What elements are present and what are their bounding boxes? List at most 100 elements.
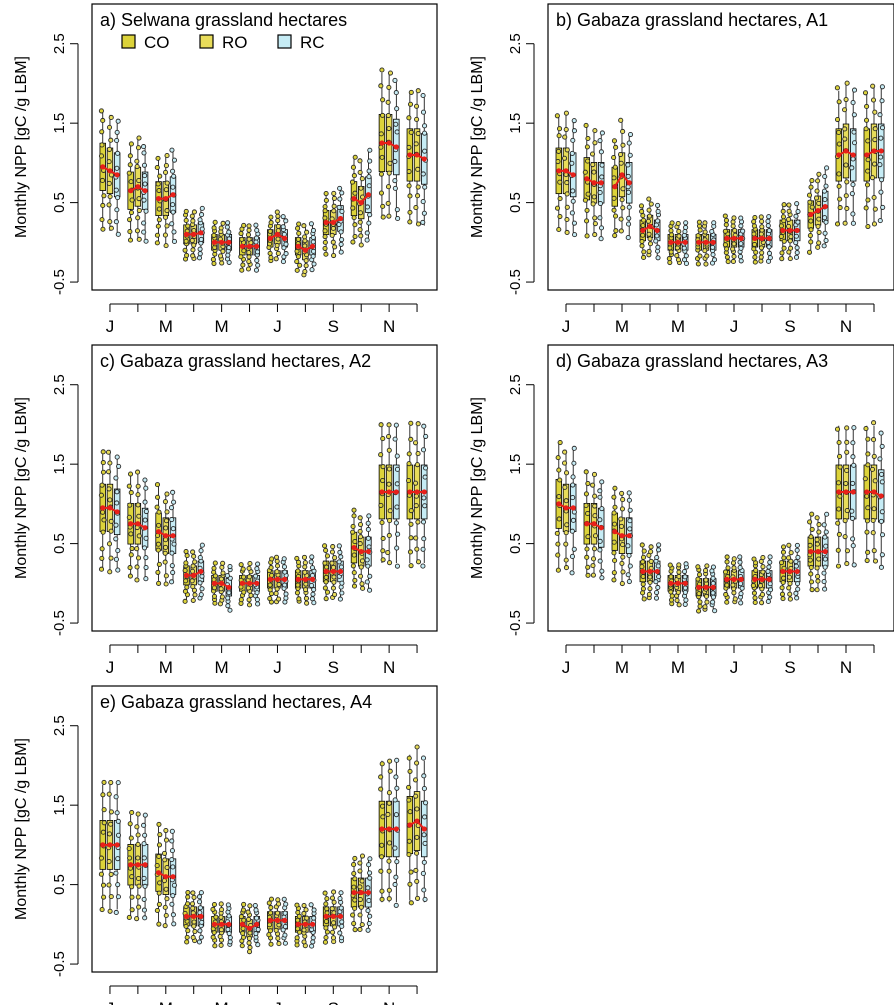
data-point [365, 927, 371, 933]
data-point [274, 242, 280, 249]
data-point [253, 235, 260, 241]
data-point [366, 920, 372, 927]
data-point [865, 157, 871, 163]
data-point [420, 171, 426, 177]
data-point [751, 223, 757, 229]
data-point [869, 466, 876, 472]
data-point [106, 541, 113, 547]
data-point [646, 207, 652, 213]
data-point [246, 949, 253, 955]
data-point [126, 483, 132, 489]
data-point [212, 943, 218, 949]
data-point [183, 208, 189, 214]
data-point [239, 943, 245, 949]
data-point [626, 215, 632, 221]
data-point [366, 174, 372, 180]
data-point [407, 549, 413, 555]
data-point [836, 183, 842, 189]
data-point [641, 596, 647, 602]
data-point [198, 934, 204, 940]
data-point [611, 154, 617, 161]
data-point [731, 215, 737, 221]
data-point [163, 214, 169, 220]
data-point [871, 194, 877, 201]
data-point [406, 461, 412, 467]
data-point [816, 529, 822, 535]
chart-title: e) Gabaza grassland hectares, A4 [100, 692, 372, 712]
data-point [584, 207, 590, 213]
data-point [599, 174, 605, 180]
data-point [822, 534, 828, 540]
data-point [267, 910, 274, 916]
data-point [414, 878, 420, 884]
data-point [765, 598, 771, 605]
data-point [114, 207, 120, 213]
data-point [625, 235, 631, 241]
mean-line [102, 506, 118, 513]
x-tick-label: S [784, 658, 795, 677]
y-tick-label: 1.5 [507, 113, 524, 134]
data-point [246, 227, 252, 233]
data-point [793, 213, 799, 219]
data-point [816, 522, 822, 528]
data-point [824, 165, 830, 171]
data-point [240, 907, 247, 913]
data-point [590, 563, 596, 569]
data-point [850, 440, 856, 446]
data-point [730, 223, 736, 229]
data-point [676, 602, 682, 608]
data-point [184, 939, 190, 945]
data-point [253, 239, 259, 245]
data-point [722, 569, 729, 575]
data-point [387, 768, 393, 774]
data-point [156, 217, 162, 223]
data-point [753, 567, 759, 573]
data-point [850, 543, 856, 549]
data-point [864, 529, 870, 535]
data-point [422, 840, 428, 846]
data-point [407, 209, 413, 215]
data-point [169, 579, 175, 585]
data-point [702, 229, 708, 235]
data-point [274, 586, 280, 592]
data-point [787, 581, 793, 587]
data-point [695, 261, 701, 267]
data-point [413, 503, 419, 509]
data-point [413, 867, 419, 873]
data-point [227, 935, 233, 941]
data-point [225, 252, 231, 258]
data-point [809, 204, 815, 210]
data-point [323, 918, 329, 925]
data-point [106, 124, 113, 130]
data-point [571, 118, 577, 124]
data-point [863, 126, 869, 132]
data-point [393, 121, 399, 127]
data-point [406, 784, 412, 790]
data-point [669, 220, 675, 226]
data-point [869, 175, 876, 181]
legend: CO RO RC [121, 33, 325, 52]
data-point [276, 901, 282, 907]
data-point [163, 163, 169, 169]
data-point [668, 597, 675, 603]
data-point [554, 113, 560, 119]
data-point [865, 505, 871, 511]
data-point [780, 575, 787, 581]
data-point [114, 500, 120, 506]
data-point [877, 456, 883, 462]
data-point [128, 141, 134, 147]
data-point [598, 236, 604, 242]
data-point [220, 570, 226, 576]
data-point [364, 557, 370, 563]
data-point [136, 236, 142, 242]
boxplot-rc [113, 118, 121, 237]
data-point [695, 576, 701, 582]
data-point [337, 596, 343, 602]
data-point [323, 190, 329, 197]
mean-line [214, 582, 230, 589]
data-point [710, 252, 716, 258]
data-point [365, 535, 371, 541]
mean-point [794, 568, 800, 575]
data-point [787, 591, 793, 597]
data-point [106, 469, 112, 475]
